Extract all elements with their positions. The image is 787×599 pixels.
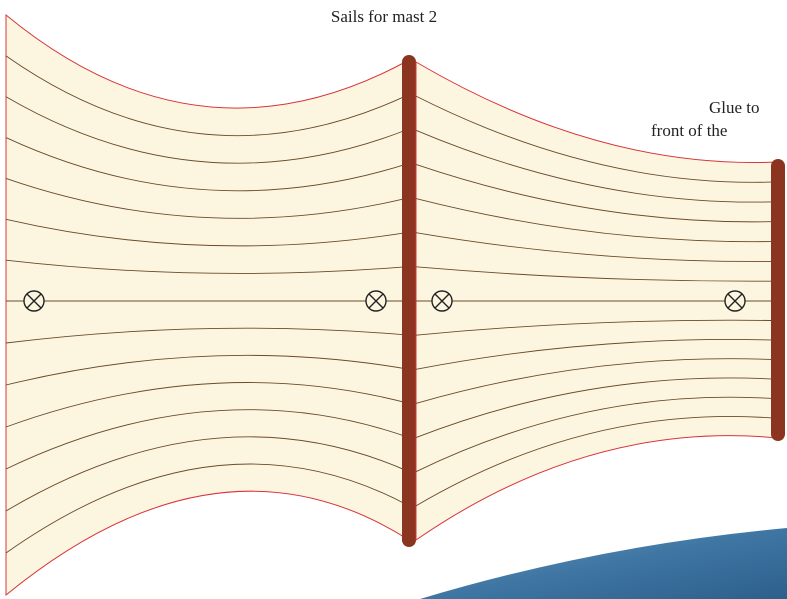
sails <box>6 15 778 595</box>
note-line: front of the <box>651 121 727 140</box>
sail-panel <box>6 15 409 595</box>
note-line: Glue to <box>709 98 760 117</box>
page: Sails for mast 2 Glue to front of the ((… <box>0 0 787 599</box>
sea <box>420 528 787 599</box>
sail-sheet: Sails for mast 2 Glue to front of the <box>0 0 787 599</box>
title: Sails for mast 2 <box>331 7 437 26</box>
